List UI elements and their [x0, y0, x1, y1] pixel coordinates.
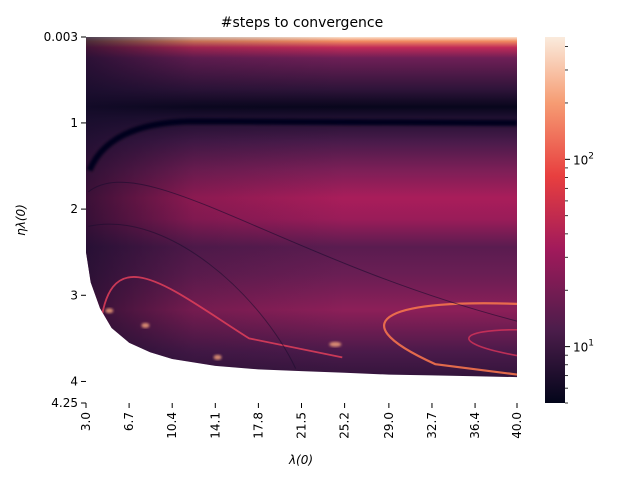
- colorbar: 101 102: [545, 37, 594, 404]
- x-tick-label: 36.4: [468, 412, 482, 439]
- colorbar-ticks: 101 102: [565, 46, 594, 404]
- x-tick-label: 29.0: [382, 412, 396, 439]
- y-axis: 0.003 1 2 3 4 4.25: [44, 30, 86, 410]
- fine-line-2: [88, 223, 297, 369]
- x-tick-label: 3.0: [79, 412, 93, 431]
- bright-spot: [213, 354, 222, 360]
- left-arc: [99, 276, 343, 359]
- heatmap-field: [86, 37, 517, 378]
- bright-arc: [383, 302, 517, 376]
- y-tick-label: 2: [70, 202, 78, 216]
- x-tick-label: 6.7: [122, 412, 136, 431]
- colorbar-tick-label: 102: [573, 151, 594, 167]
- x-tick-label: 21.5: [295, 412, 309, 439]
- y-tick-label: 0.003: [44, 30, 78, 44]
- y-axis-label: ηλ(0): [14, 204, 28, 236]
- colorbar-gradient: [545, 37, 565, 403]
- heatmap-features: [86, 118, 517, 376]
- x-tick-label: 25.2: [338, 412, 352, 439]
- bright-spot: [105, 308, 114, 314]
- y-tick-label: 3: [70, 288, 78, 302]
- dark-band: [86, 118, 517, 172]
- bright-spot: [141, 322, 150, 328]
- chart-title: #steps to convergence: [221, 15, 384, 31]
- x-tick-label: 17.8: [251, 412, 265, 439]
- y-tick-label: 4: [70, 374, 78, 388]
- x-tick-label: 32.7: [425, 412, 439, 439]
- inner-arc: [468, 328, 517, 357]
- x-axis-label: λ(0): [288, 453, 313, 467]
- bright-spot: [329, 341, 342, 347]
- x-tick-label: 14.1: [208, 412, 222, 439]
- y-tick-label: 4.25: [51, 396, 78, 410]
- x-tick-label: 40.0: [510, 412, 524, 439]
- x-tick-label: 10.4: [165, 412, 179, 439]
- x-axis: 3.0 6.7 10.4 14.1 17.8 21.5 25.2 29.0 32.7 36.4 40…: [79, 403, 524, 439]
- heatmap-left-shade: [86, 37, 517, 378]
- colorbar-tick-label: 101: [573, 339, 594, 355]
- y-tick-label: 1: [70, 116, 78, 130]
- fine-line-1: [88, 181, 517, 322]
